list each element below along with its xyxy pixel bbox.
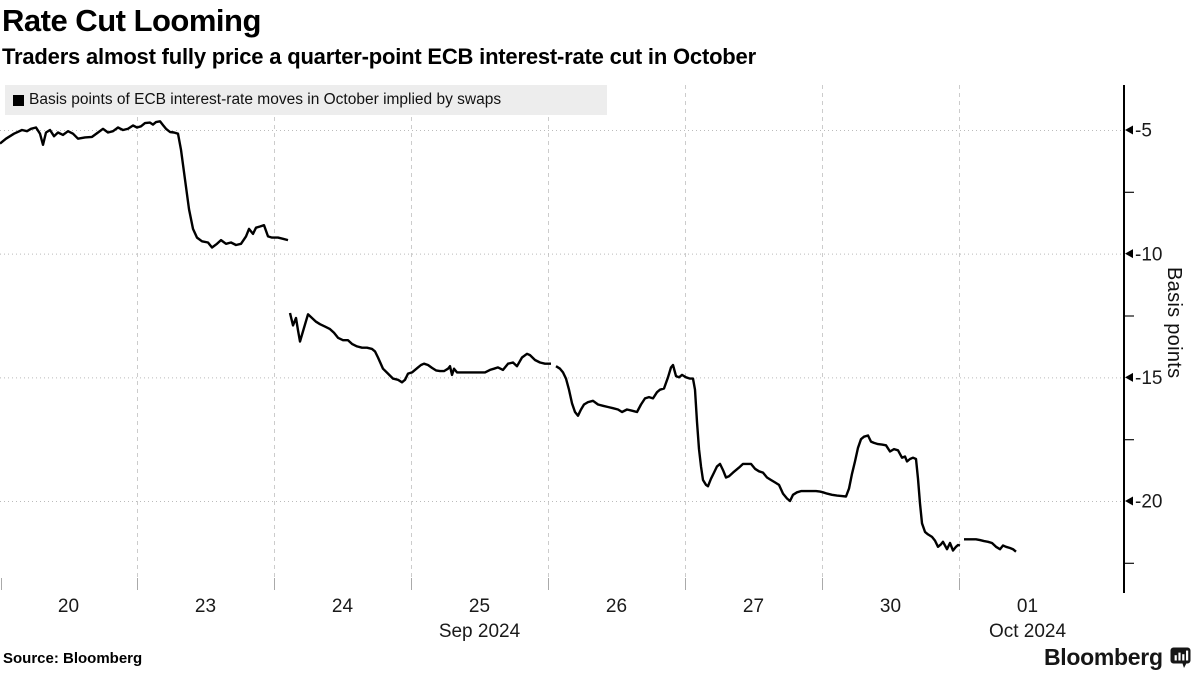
x-tick-label: 30 [880,596,901,617]
x-tick-label: 24 [332,596,354,617]
legend: Basis points of ECB interest-rate moves … [5,85,607,115]
y-axis-title: Basis points [1163,267,1185,379]
source-note: Source: Bloomberg [3,650,143,667]
swaps-implied-bp-line [288,312,551,384]
y-axis-arrow-tick-icon [1125,496,1133,506]
x-axis-month-label: Oct 2024 [989,621,1067,642]
swaps-implied-bp-line [555,363,961,552]
legend-label: Basis points of ECB interest-rate moves … [29,91,502,108]
y-axis-arrow-tick-icon [1125,372,1133,382]
x-tick-label: 20 [58,596,79,617]
bloomberg-wordmark: Bloomberg [1044,644,1163,670]
y-axis-arrow-tick-icon [1125,125,1133,135]
y-axis-arrow-tick-icon [1125,249,1133,259]
swaps-implied-bp-line [0,120,289,249]
y-tick-label: -5 [1135,121,1152,142]
legend-square-marker-icon [13,94,24,106]
chart-subtitle: Traders almost fully price a quarter-poi… [2,44,756,69]
x-tick-label: 26 [606,596,627,617]
swaps-implied-bp-line [964,538,1017,553]
y-tick-label: -20 [1135,492,1162,513]
x-tick-label: 27 [743,596,764,617]
x-axis-month-label: Sep 2024 [439,621,521,642]
bloomberg-bug-icon [1170,647,1191,668]
chart-title: Rate Cut Looming [2,3,261,38]
x-tick-label: 01 [1017,596,1038,617]
bloomberg-logo: Bloomberg [1044,644,1191,671]
x-tick-label: 25 [469,596,490,617]
y-tick-label: -10 [1135,244,1162,265]
x-tick-label: 23 [195,596,216,617]
y-tick-label: -15 [1135,368,1162,389]
